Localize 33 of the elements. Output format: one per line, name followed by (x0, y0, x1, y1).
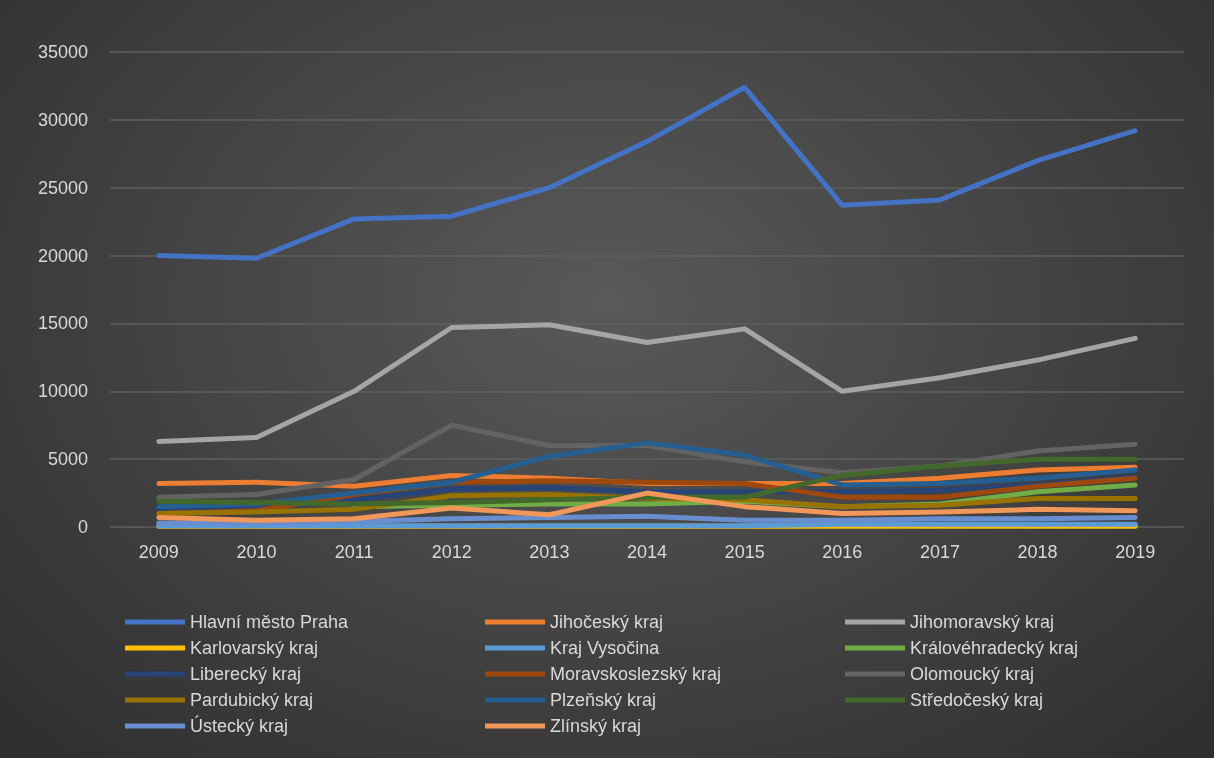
y-tick-label: 15000 (37, 313, 88, 334)
y-tick-label: 30000 (37, 109, 88, 130)
legend-label: Olomoucký kraj (910, 664, 1035, 684)
legend-label: Karlovarský kraj (190, 638, 319, 658)
x-tick-label: 2015 (724, 542, 765, 562)
legend-label: Středočeský kraj (910, 690, 1044, 710)
legend-label: Plzeňský kraj (550, 690, 657, 710)
x-tick-label: 2013 (529, 542, 570, 562)
legend-label: Moravskoslezský kraj (550, 664, 722, 684)
legend-label: Jihomoravský kraj (910, 612, 1055, 632)
x-tick-label: 2017 (919, 542, 960, 562)
y-tick-label: 20000 (37, 245, 88, 266)
x-tick-label: 2018 (1017, 542, 1058, 562)
legend-label: Zlínský kraj (550, 716, 642, 736)
legend-label: Jihočeský kraj (550, 612, 664, 632)
legend-label: Liberecký kraj (190, 664, 302, 684)
legend-label: Hlavní město Praha (190, 612, 350, 632)
x-tick-label: 2014 (626, 542, 668, 562)
y-tick-label: 25000 (37, 177, 88, 198)
legend-label: Kraj Vysočina (550, 638, 661, 658)
x-tick-label: 2011 (334, 542, 374, 562)
legend-label: Královéhradecký kraj (910, 638, 1079, 658)
x-tick-label: 2016 (822, 542, 863, 562)
x-tick-label: 2019 (1115, 542, 1156, 562)
legend-label: Pardubický kraj (190, 690, 314, 710)
x-tick-label: 2009 (138, 542, 179, 562)
y-tick-label: 5000 (47, 449, 88, 470)
y-tick-label: 10000 (37, 381, 88, 402)
x-tick-label: 2010 (236, 542, 277, 562)
x-tick-label: 2012 (431, 542, 472, 562)
legend-label: Ústecký kraj (190, 715, 289, 736)
y-tick-label: 35000 (37, 42, 88, 62)
y-tick-label: 0 (77, 517, 88, 537)
